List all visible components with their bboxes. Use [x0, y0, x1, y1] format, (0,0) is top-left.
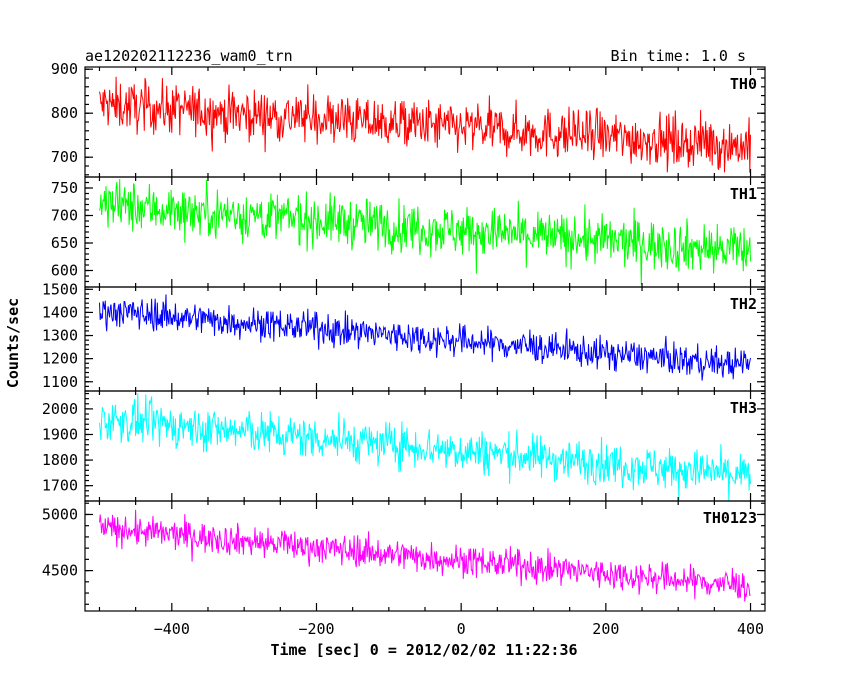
- series-line-th2: [99, 294, 751, 381]
- x-tick-label: 400: [737, 620, 764, 638]
- x-tick-label: 200: [592, 620, 619, 638]
- panel-label-th3: TH3: [730, 399, 757, 417]
- y-tick-label: 800: [51, 104, 78, 122]
- bin-time-label: Bin time: 1.0 s: [611, 47, 746, 65]
- y-tick-label: 1500: [42, 280, 78, 298]
- y-tick-label: 1200: [42, 350, 78, 368]
- panel-th0: 700 800 900 TH0: [51, 60, 766, 178]
- series-line-th3: [99, 393, 751, 502]
- x-axis-label: Time [sec] 0 = 2012/02/02 11:22:36: [270, 641, 577, 659]
- y-tick-label: 1800: [42, 451, 78, 469]
- y-tick-label: 1900: [42, 425, 78, 443]
- panel-label-th1: TH1: [730, 185, 757, 203]
- y-axis-label: Counts/sec: [4, 298, 22, 388]
- x-tick-label: 0: [457, 620, 466, 638]
- panel-label-th0: TH0: [730, 75, 757, 93]
- y-tick-label: 5000: [42, 505, 78, 523]
- y-tick-label: 900: [51, 60, 78, 78]
- x-tick-label: −400: [154, 620, 190, 638]
- y-tick-label: 2000: [42, 400, 78, 418]
- y-tick-label: 650: [51, 234, 78, 252]
- y-tick-label: 700: [51, 207, 78, 225]
- panel-label-th0123: TH0123: [703, 509, 757, 527]
- y-tick-label: 4500: [42, 562, 78, 580]
- panel-th0123: 4500 5000 TH0123: [42, 500, 766, 612]
- y-tick-label: 700: [51, 148, 78, 166]
- series-line-th1: [99, 178, 751, 285]
- panel-frame-th0123: [84, 500, 766, 612]
- y-tick-label: 750: [51, 179, 78, 197]
- y-tick-label: 1100: [42, 373, 78, 391]
- panel-frame-th0: [84, 66, 766, 178]
- chart-title: ae120202112236_wam0_trn: [85, 47, 293, 65]
- y-tick-label: 1400: [42, 303, 78, 321]
- panel-th1: 600 650 700 750 TH1: [51, 176, 766, 288]
- x-tick-label: −200: [298, 620, 334, 638]
- panel-frame-th3: [84, 390, 766, 502]
- panel-th2: 1100 1200 1300 1400 1500 TH2: [42, 280, 766, 392]
- panel-th3: 1700 1800 1900 2000 TH3: [42, 390, 766, 502]
- series-line-th0: [99, 76, 751, 173]
- y-tick-label: 1300: [42, 327, 78, 345]
- panel-label-th2: TH2: [730, 295, 757, 313]
- y-tick-label: 600: [51, 262, 78, 280]
- series-line-th0123: [99, 509, 751, 602]
- y-tick-label: 1700: [42, 477, 78, 495]
